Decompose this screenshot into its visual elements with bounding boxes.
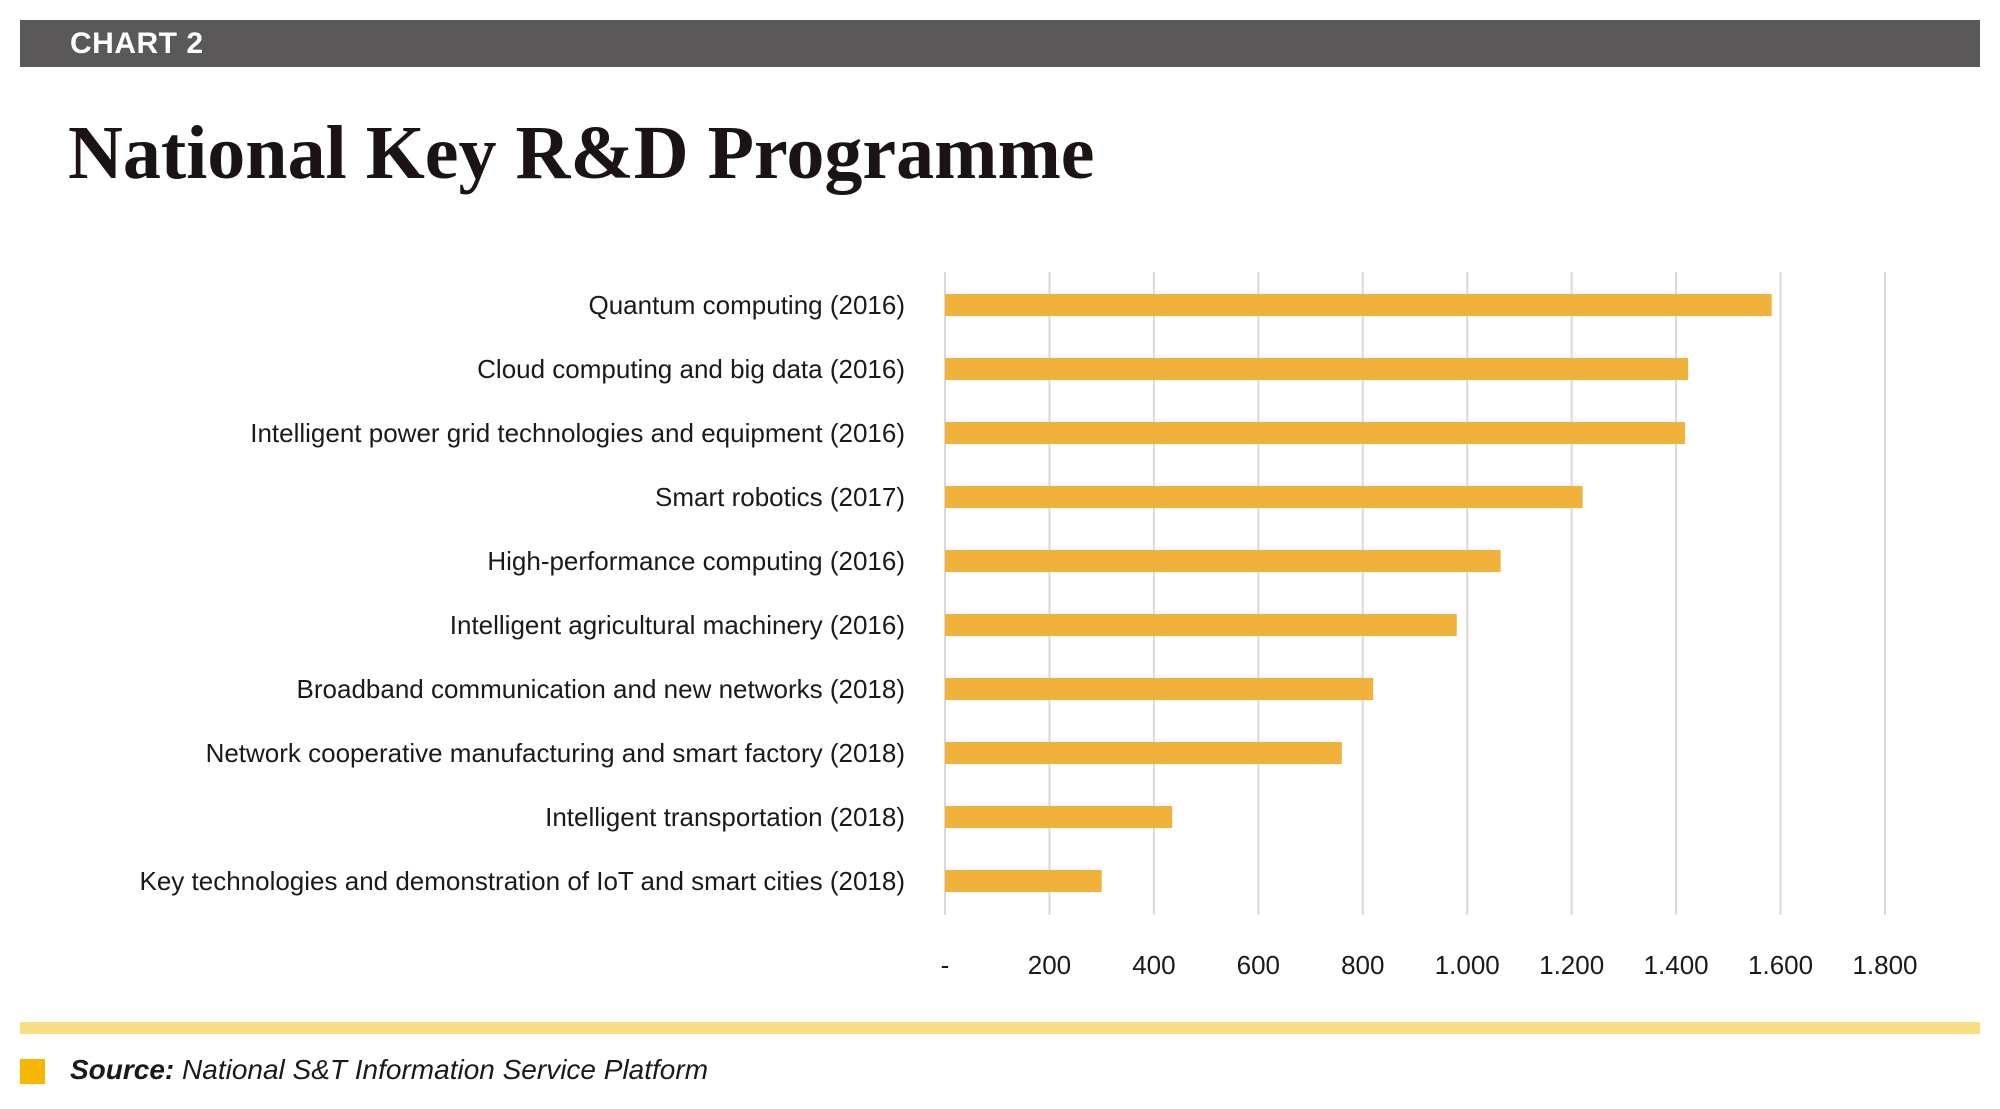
- bar-9: [945, 870, 1102, 892]
- source-line: Source: National S&T Information Service…: [70, 1052, 708, 1088]
- bar-7: [945, 742, 1342, 764]
- category-label-8: Intelligent transportation (2018): [545, 802, 905, 832]
- bar-0: [945, 294, 1772, 316]
- bar-2: [945, 422, 1685, 444]
- source-text: National S&T Information Service Platfor…: [182, 1054, 709, 1085]
- source-marker: [20, 1059, 45, 1084]
- x-tick-label-6: 1.200: [1539, 950, 1604, 980]
- category-label-3: Smart robotics (2017): [655, 482, 905, 512]
- x-tick-label-0: -: [941, 950, 950, 980]
- bar-3: [945, 486, 1583, 508]
- x-tick-label-3: 600: [1237, 950, 1280, 980]
- category-label-6: Broadband communication and new networks…: [297, 674, 905, 704]
- x-tick-label-7: 1.400: [1644, 950, 1709, 980]
- bar-1: [945, 358, 1689, 380]
- category-label-0: Quantum computing (2016): [588, 290, 905, 320]
- x-tick-label-2: 400: [1132, 950, 1175, 980]
- category-label-9: Key technologies and demonstration of Io…: [139, 866, 905, 896]
- bar-6: [945, 678, 1374, 700]
- category-label-5: Intelligent agricultural machinery (2016…: [450, 610, 905, 640]
- category-label-1: Cloud computing and big data (2016): [477, 354, 905, 384]
- category-label-2: Intelligent power grid technologies and …: [250, 418, 905, 448]
- bar-4: [945, 550, 1501, 572]
- chart-header-band: CHART 2: [20, 20, 1980, 67]
- source-label: Source:: [70, 1054, 175, 1085]
- bar-5: [945, 614, 1457, 636]
- bar-8: [945, 806, 1173, 828]
- x-tick-label-1: 200: [1028, 950, 1071, 980]
- chart-number-label: CHART 2: [70, 27, 204, 60]
- category-label-4: High-performance computing (2016): [487, 546, 905, 576]
- x-tick-label-9: 1.800: [1852, 950, 1917, 980]
- bar-chart: Quantum computing (2016) Cloud computing …: [139, 272, 1918, 980]
- x-tick-label-4: 800: [1341, 950, 1384, 980]
- footer-rule: [20, 1022, 1980, 1034]
- x-tick-label-8: 1.600: [1748, 950, 1813, 980]
- category-label-7: Network cooperative manufacturing and sm…: [206, 738, 905, 768]
- x-tick-label-5: 1.000: [1435, 950, 1500, 980]
- page-title: National Key R&D Programme: [68, 111, 1095, 195]
